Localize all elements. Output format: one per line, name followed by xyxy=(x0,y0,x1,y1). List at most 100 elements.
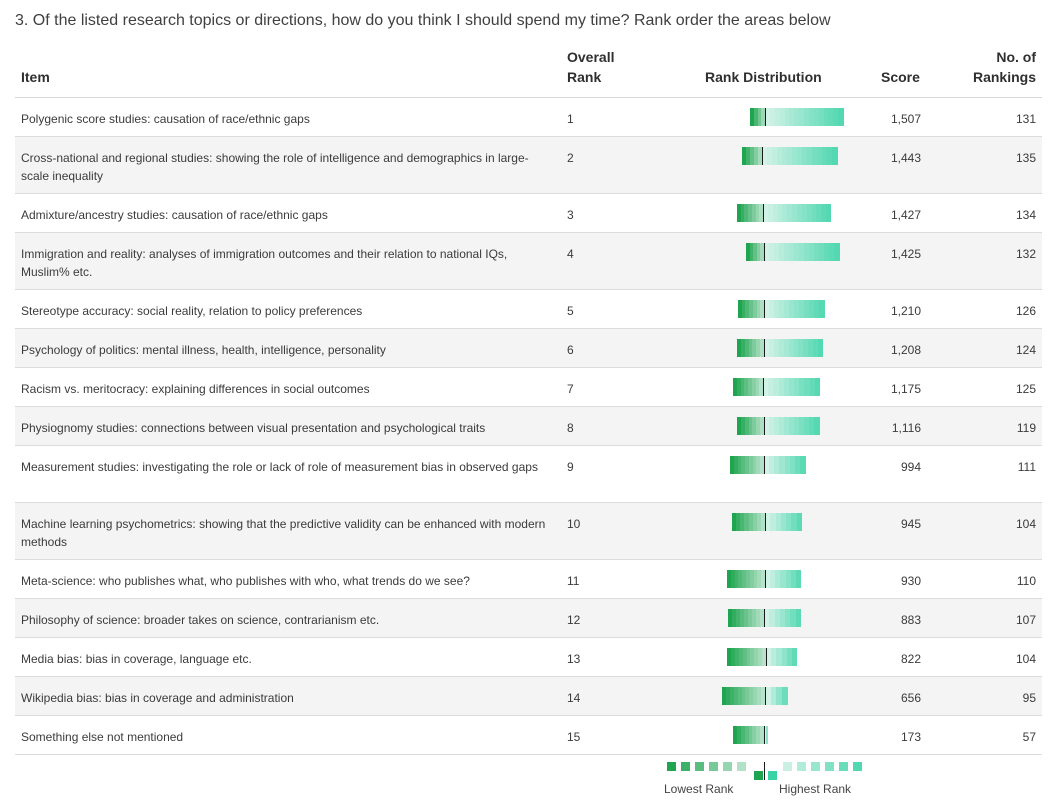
rank-distribution-bar xyxy=(722,687,788,705)
table-row: Philosophy of science: broader takes on … xyxy=(15,599,1042,638)
distribution-segment-low xyxy=(760,456,765,474)
distribution-segment-high xyxy=(790,609,797,627)
row-score: 1,507 xyxy=(890,112,921,126)
rank-distribution-bar xyxy=(727,570,802,588)
distribution-segment-high xyxy=(781,648,788,666)
row-item-text: Media bias: bias in coverage, language e… xyxy=(21,652,252,666)
distribution-midline xyxy=(764,417,765,435)
row-score: 945 xyxy=(900,517,921,531)
row-overall-rank: 5 xyxy=(567,304,574,318)
rank-distribution-bar xyxy=(728,609,802,627)
row-item-text: Meta-science: who publishes what, who pu… xyxy=(21,574,470,588)
distribution-segment-low xyxy=(757,687,762,705)
legend-swatch-lowest xyxy=(754,771,763,780)
distribution-segment-high xyxy=(769,300,775,318)
row-item-text: Wikipedia bias: bias in coverage and adm… xyxy=(21,691,294,705)
table-row: Polygenic score studies: causation of ra… xyxy=(15,98,1042,137)
distribution-segment-low xyxy=(755,378,760,396)
row-score: 930 xyxy=(900,574,921,588)
distribution-segment-low xyxy=(756,513,762,531)
distribution-segment-high xyxy=(801,204,808,222)
distribution-segment-high xyxy=(814,417,820,435)
distribution-segment-low xyxy=(741,687,746,705)
row-score: 994 xyxy=(900,460,921,474)
distribution-segment-high xyxy=(774,300,780,318)
distribution-segment-high xyxy=(784,108,790,126)
table-row: Stereotype accuracy: social reality, rel… xyxy=(15,290,1042,329)
rank-distribution-bar xyxy=(730,456,806,474)
distribution-segment-high xyxy=(770,570,776,588)
row-number-of-rankings: 111 xyxy=(1017,460,1036,474)
distribution-segment-high xyxy=(814,243,820,261)
distribution-segment-high xyxy=(764,339,770,357)
distribution-segment-low xyxy=(749,300,754,318)
distribution-segment-low xyxy=(727,648,732,666)
distribution-segment-high xyxy=(838,108,844,126)
distribution-segment-high xyxy=(791,513,798,531)
distribution-segment-low xyxy=(740,513,745,531)
distribution-segment-high xyxy=(794,108,800,126)
distribution-segment-low xyxy=(760,300,765,318)
distribution-segment-high xyxy=(808,108,815,126)
distribution-segment-low xyxy=(740,378,745,396)
legend-highest-label: Highest Rank xyxy=(779,782,852,796)
table-row: Measurement studies: investigating the r… xyxy=(15,446,1042,503)
row-overall-rank: 10 xyxy=(567,517,581,531)
distribution-segment-low xyxy=(752,300,758,318)
distribution-midline xyxy=(765,108,766,126)
row-number-of-rankings: 126 xyxy=(1015,304,1036,318)
rank-distribution-bar xyxy=(737,417,820,435)
legend-swatch-high xyxy=(853,762,862,771)
row-score: 1,443 xyxy=(890,151,921,165)
distribution-segment-low xyxy=(738,648,744,666)
row-number-of-rankings: 104 xyxy=(1015,517,1036,531)
distribution-segment-low xyxy=(752,339,757,357)
distribution-segment-low xyxy=(741,456,746,474)
distribution-segment-high xyxy=(789,456,796,474)
distribution-segment-high xyxy=(785,570,792,588)
distribution-segment-high xyxy=(795,609,802,627)
row-number-of-rankings: 132 xyxy=(1015,247,1036,261)
distribution-segment-high xyxy=(787,204,793,222)
distribution-segment-high xyxy=(788,378,795,396)
table-row: Something else not mentioned 15 173 57 xyxy=(15,716,1042,755)
legend-lowest-label: Lowest Rank xyxy=(664,782,734,796)
row-number-of-rankings: 125 xyxy=(1015,382,1036,396)
distribution-segment-high xyxy=(778,339,785,357)
distribution-segment-low xyxy=(734,570,739,588)
distribution-segment-low xyxy=(749,687,754,705)
distribution-segment-high xyxy=(775,570,781,588)
distribution-segment-high xyxy=(781,687,788,705)
table-row: Cross-national and regional studies: sho… xyxy=(15,137,1042,194)
table-row: Meta-science: who publishes what, who pu… xyxy=(15,560,1042,599)
header-number-of-rankings: No. of Rankings xyxy=(973,47,1036,87)
distribution-segment-low xyxy=(752,609,757,627)
table-row: Admixture/ancestry studies: causation of… xyxy=(15,194,1042,233)
distribution-segment-low xyxy=(751,378,756,396)
distribution-segment-low xyxy=(737,204,742,222)
distribution-segment-low xyxy=(753,243,758,261)
legend-swatch-low xyxy=(737,762,746,771)
distribution-segment-high xyxy=(777,147,783,165)
distribution-segment-low xyxy=(748,417,753,435)
distribution-segment-low xyxy=(741,300,746,318)
distribution-segment-low xyxy=(733,687,739,705)
distribution-segment-low xyxy=(746,147,751,165)
distribution-midline xyxy=(764,243,765,261)
distribution-segment-low xyxy=(745,300,750,318)
distribution-segment-high xyxy=(772,204,779,222)
rank-distribution-bar xyxy=(737,339,824,357)
distribution-segment-low xyxy=(736,609,741,627)
distribution-segment-high xyxy=(814,378,821,396)
distribution-segment-low xyxy=(752,726,757,744)
distribution-segment-low xyxy=(762,648,767,666)
rank-distribution-bar xyxy=(750,108,844,126)
row-score: 1,210 xyxy=(890,304,921,318)
distribution-segment-high xyxy=(824,243,830,261)
header-rank-line1: Overall xyxy=(567,49,615,65)
distribution-segment-low xyxy=(760,609,765,627)
distribution-segment-high xyxy=(783,378,790,396)
row-item-text: Admixture/ancestry studies: causation of… xyxy=(21,208,328,222)
row-number-of-rankings: 124 xyxy=(1015,343,1036,357)
row-number-of-rankings: 131 xyxy=(1015,112,1036,126)
